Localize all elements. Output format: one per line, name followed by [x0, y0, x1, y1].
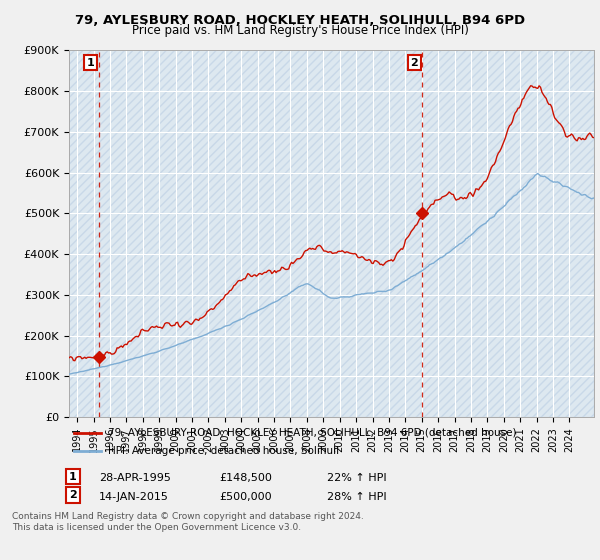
- Text: Price paid vs. HM Land Registry's House Price Index (HPI): Price paid vs. HM Land Registry's House …: [131, 24, 469, 37]
- Text: 28-APR-1995: 28-APR-1995: [99, 473, 171, 483]
- Text: 2: 2: [69, 490, 77, 500]
- Text: 79, AYLESBURY ROAD, HOCKLEY HEATH, SOLIHULL, B94 6PD: 79, AYLESBURY ROAD, HOCKLEY HEATH, SOLIH…: [75, 14, 525, 27]
- Text: 1: 1: [87, 58, 95, 68]
- Text: Contains HM Land Registry data © Crown copyright and database right 2024.
This d: Contains HM Land Registry data © Crown c…: [12, 512, 364, 532]
- Text: £500,000: £500,000: [219, 492, 272, 502]
- Text: 1: 1: [69, 472, 77, 482]
- Text: 2: 2: [410, 58, 418, 68]
- Text: 79, AYLESBURY ROAD, HOCKLEY HEATH, SOLIHULL, B94 6PD (detached house): 79, AYLESBURY ROAD, HOCKLEY HEATH, SOLIH…: [109, 428, 517, 438]
- Text: 22% ↑ HPI: 22% ↑ HPI: [327, 473, 386, 483]
- Text: HPI: Average price, detached house, Solihull: HPI: Average price, detached house, Soli…: [109, 446, 340, 456]
- Text: 14-JAN-2015: 14-JAN-2015: [99, 492, 169, 502]
- Text: 28% ↑ HPI: 28% ↑ HPI: [327, 492, 386, 502]
- Text: £148,500: £148,500: [219, 473, 272, 483]
